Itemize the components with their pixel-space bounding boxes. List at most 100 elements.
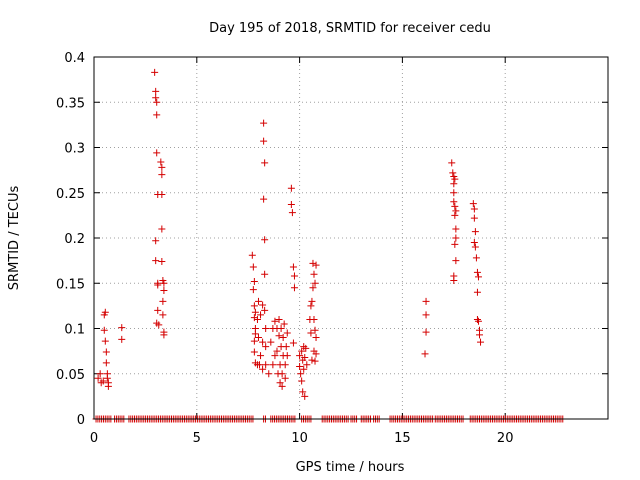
data-point xyxy=(260,195,268,203)
data-point xyxy=(275,315,283,323)
data-point xyxy=(281,361,289,369)
data-point xyxy=(472,254,480,262)
data-point xyxy=(283,352,291,360)
data-point xyxy=(421,350,429,358)
data-point xyxy=(118,324,126,332)
data-point xyxy=(253,315,261,323)
y-tick-label: 0.05 xyxy=(56,368,85,383)
data-point xyxy=(250,277,258,285)
data-point xyxy=(296,352,304,360)
data-point xyxy=(452,225,460,233)
data-point xyxy=(450,180,458,188)
data-point xyxy=(283,329,291,337)
grid xyxy=(94,57,608,419)
data-point xyxy=(278,370,286,378)
data-point xyxy=(301,353,309,361)
x-tick-label: 0 xyxy=(90,431,98,446)
data-point xyxy=(312,350,320,358)
data-point xyxy=(477,338,485,346)
data-point xyxy=(102,359,110,367)
x-tick-label: 5 xyxy=(193,431,201,446)
data-point xyxy=(259,301,267,309)
data-point xyxy=(261,159,269,167)
data-point xyxy=(448,159,456,167)
data-point xyxy=(154,281,162,289)
data-point xyxy=(250,302,258,310)
data-point xyxy=(296,363,304,371)
y-tick-label: 0.25 xyxy=(56,187,85,202)
data-point xyxy=(250,337,258,345)
data-point xyxy=(269,361,277,369)
data-point xyxy=(451,175,459,183)
data-point xyxy=(309,284,317,292)
data-point xyxy=(261,236,269,244)
data-point xyxy=(307,329,315,337)
data-point xyxy=(469,200,477,208)
data-point xyxy=(289,339,297,347)
data-point xyxy=(158,171,166,179)
y-tick-label: 0 xyxy=(77,413,85,428)
data-point xyxy=(153,111,161,119)
data-point xyxy=(312,334,320,342)
data-point xyxy=(152,237,160,245)
data-point xyxy=(450,277,458,285)
data-point xyxy=(297,370,305,378)
data-point xyxy=(160,331,168,339)
plot-frame xyxy=(93,56,609,420)
data-point xyxy=(158,225,166,233)
data-point xyxy=(261,270,269,278)
data-point xyxy=(422,297,430,305)
data-point xyxy=(158,258,166,266)
x-tick-label: 15 xyxy=(394,431,411,446)
data-point xyxy=(311,357,319,365)
data-point xyxy=(257,352,265,360)
y-tick-label: 0.15 xyxy=(56,277,85,292)
data-point xyxy=(260,137,268,145)
data-point xyxy=(249,263,257,271)
x-tick-label: 10 xyxy=(291,431,308,446)
data-point xyxy=(289,263,297,271)
data-point xyxy=(262,325,270,332)
data-point xyxy=(281,374,289,382)
data-point xyxy=(159,297,167,305)
y-tick-label: 0.2 xyxy=(64,232,85,247)
data-point xyxy=(157,158,165,166)
data-point xyxy=(452,207,460,215)
data-point xyxy=(298,347,306,355)
data-point xyxy=(278,382,286,390)
data-point xyxy=(152,257,160,265)
data-point xyxy=(154,306,162,314)
data-point xyxy=(301,392,309,400)
x-axis-label: GPS time / hours xyxy=(296,460,405,475)
data-point xyxy=(310,315,318,323)
data-point xyxy=(298,377,306,385)
data-point xyxy=(118,335,126,343)
data-point xyxy=(256,361,264,369)
data-point xyxy=(288,209,296,217)
data-point xyxy=(476,331,483,339)
data-point xyxy=(251,308,259,316)
data-point xyxy=(276,379,284,387)
data-point xyxy=(259,365,267,373)
data-point xyxy=(302,344,310,352)
data-point xyxy=(260,119,268,127)
data-point xyxy=(452,257,460,265)
data-point xyxy=(261,306,269,314)
data-point xyxy=(155,321,163,329)
data-point xyxy=(287,184,295,192)
data-point xyxy=(251,330,259,338)
data-point xyxy=(474,317,482,325)
data-point xyxy=(248,251,256,259)
data-point xyxy=(311,279,319,287)
data-point xyxy=(471,228,479,236)
data-point xyxy=(277,325,285,332)
data-point xyxy=(308,297,316,305)
data-point xyxy=(254,297,262,305)
data-point xyxy=(290,284,298,292)
data-point xyxy=(450,189,458,197)
data-point xyxy=(451,211,459,219)
data-point xyxy=(470,239,478,247)
data-point xyxy=(311,326,319,334)
x-tick-label: 20 xyxy=(497,431,514,446)
